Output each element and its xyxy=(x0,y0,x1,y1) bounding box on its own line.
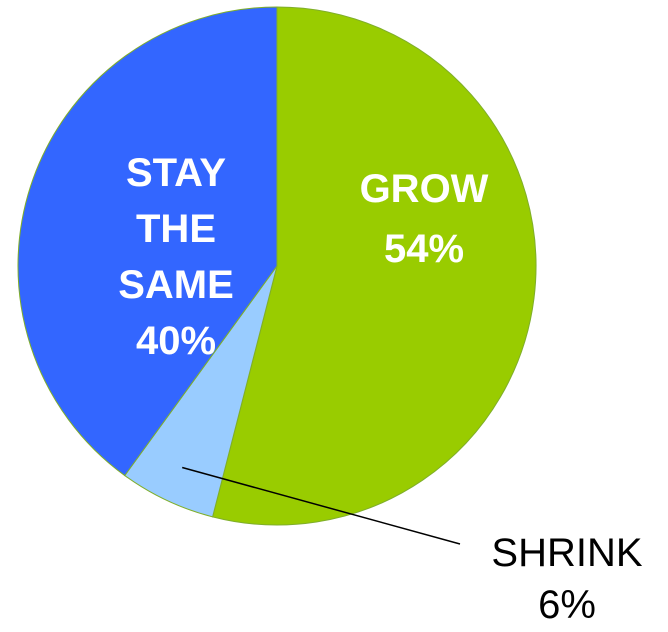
pie-slice-grow xyxy=(211,6,537,526)
pie-label-line: 54% xyxy=(384,227,464,271)
pie-label-shrink: SHRINK 6% xyxy=(491,531,642,627)
pie-label-stay: STAY THE SAME 40% xyxy=(118,151,234,363)
pie-slice-stay xyxy=(17,6,278,477)
pie-labels: GROW 54% SHRINK 6% STAY THE SAME 40% xyxy=(118,151,643,627)
pie-label-line: SAME xyxy=(118,263,234,307)
shrink-leader-line xyxy=(182,466,461,545)
pie-label-line: 6% xyxy=(538,583,596,627)
pie-label-grow: GROW 54% xyxy=(360,167,489,271)
pie-label-line: GROW xyxy=(360,167,489,211)
pie-slices xyxy=(17,6,537,526)
pie-label-line: SHRINK xyxy=(491,531,642,575)
pie-label-line: STAY xyxy=(126,151,226,195)
pie-label-line: THE xyxy=(136,207,216,251)
pie-label-line: 40% xyxy=(136,319,216,363)
